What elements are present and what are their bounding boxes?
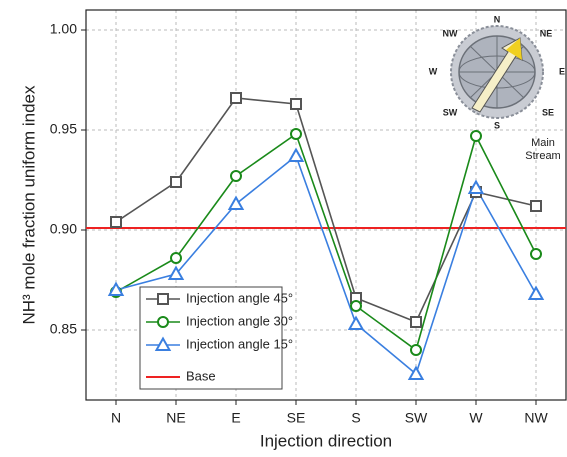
legend: Injection angle 45° Injection angle 30° In… [139,286,293,390]
marker [230,170,242,182]
x-tick-label: N [111,410,121,426]
legend-marker [154,336,172,351]
marker [470,130,482,142]
y-axis-label: NH³ mole fraction uniform index [19,85,38,325]
marker [170,176,182,188]
x-axis-label: Injection direction [260,431,392,450]
marker [347,315,365,330]
legend-label: Injection angle 15° [186,336,293,351]
marker [227,195,245,210]
x-tick-label: E [231,410,240,426]
x-tick-label: SW [405,410,428,426]
marker [230,92,242,104]
x-tick-label: NW [524,410,548,426]
series-line [115,132,537,352]
y-tick-label: 0.95 [50,121,77,137]
marker [110,216,122,228]
compass-label: SW [443,107,458,117]
marker [167,265,185,280]
plot-frame [85,9,567,401]
marker [290,98,302,110]
compass-label: NE [540,28,553,38]
legend-marker [157,293,169,305]
legend-label: Base [186,368,216,383]
plot: 0.850.900.951.00N NE E SE S SW W NW [50,9,567,426]
x-tick-label: S [351,410,360,426]
compass-label: W [429,66,438,76]
marker [407,365,425,380]
compass-inset [450,25,544,119]
compass-label: E [559,66,565,76]
marker [170,252,182,264]
inset-caption: Main [531,137,555,149]
marker [410,344,422,356]
marker [527,285,545,300]
marker [410,316,422,328]
marker [107,281,125,296]
legend-marker [157,316,169,328]
compass-label: SE [542,107,554,117]
legend-label: Injection angle 30° [186,313,293,328]
legend-label: Injection angle 45° [186,290,293,305]
y-tick-label: 1.00 [50,21,77,37]
marker [530,200,542,212]
marker [467,179,485,194]
series-line [115,154,537,376]
x-tick-label: W [469,410,483,426]
y-tick-label: 0.85 [50,321,77,337]
y-tick-label: 0.90 [50,221,77,237]
marker [287,147,305,162]
compass-label: S [494,120,500,130]
marker [530,248,542,260]
compass-label: N [494,14,501,24]
marker [290,128,302,140]
inset-caption: Stream [525,150,560,162]
series-line [115,97,537,324]
compass-label: NW [443,28,458,38]
x-tick-label: NE [166,410,185,426]
x-tick-label: SE [287,410,306,426]
marker [350,300,362,312]
